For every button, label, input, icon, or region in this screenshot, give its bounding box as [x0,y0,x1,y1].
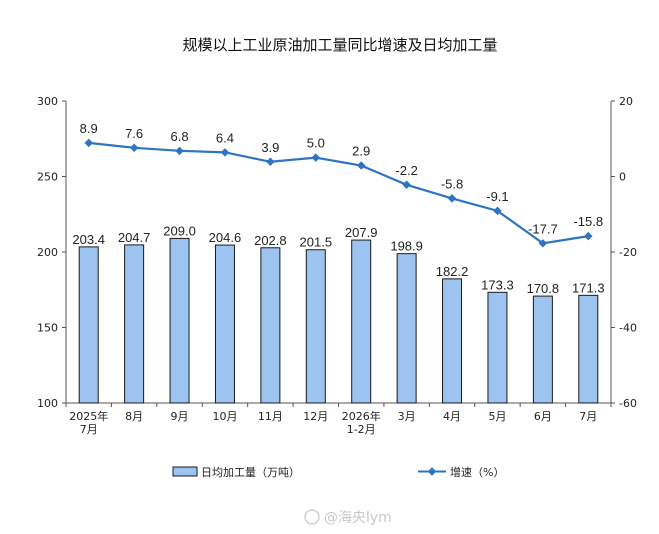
x-tick-label: 4月 [443,410,461,423]
bar [169,237,190,404]
bar [532,295,553,404]
weibo-icon [304,509,320,525]
y-left-tick-label: 300 [37,95,58,108]
bar-value-label: 201.5 [300,235,333,250]
growth-value-label: 3.9 [261,140,279,155]
growth-point [266,157,275,167]
watermark-text: @海央lym [324,510,392,526]
x-tick-label: 2025年 [69,409,108,423]
growth-value-label: 8.9 [80,121,98,136]
bar-value-label: 203.4 [72,232,105,247]
bar-value-label: 209.0 [163,223,196,238]
growth-point [311,153,321,162]
bar [396,253,417,404]
x-tick-label: 12月 [303,410,328,423]
bar [578,294,599,404]
legend-bar-swatch [172,466,198,477]
x-tick-label: 5月 [488,410,506,423]
growth-point [493,206,502,216]
y-right-tick-label: -60 [619,397,637,410]
x-tick-label: 2026年 [342,409,381,423]
growth-value-label: 6.8 [171,129,189,144]
x-tick-label: 1-2月 [347,423,376,436]
watermark: @海央lym [304,509,392,526]
growth-value-label: -2.2 [395,163,417,178]
x-tick-label: 10月 [212,410,237,423]
bar [78,246,99,404]
x-tick-label: 11月 [258,410,283,423]
y-left-tick-label: 150 [37,322,58,335]
x-tick-label: 8月 [125,410,143,423]
growth-value-label: 6.4 [216,130,234,145]
bar-value-label: 173.3 [481,277,514,292]
growth-point [129,143,139,153]
bar-value-label: 204.7 [118,230,151,245]
y-right-tick-label: 0 [619,171,626,184]
chart-title: 规模以上工业原油加工量同比增速及日均加工量 [182,36,497,54]
bar [487,291,508,404]
growth-point [402,180,411,190]
growth-value-label: 7.6 [125,126,143,141]
growth-point [84,138,93,148]
y-right-tick-label: 20 [619,95,633,108]
bar [214,244,235,404]
y-right-tick-label: -20 [619,246,637,259]
bar-value-label: 207.9 [345,225,378,240]
legend-line-label: 增速（%） [450,465,504,479]
bar [260,247,281,404]
bar-value-label: 204.6 [209,230,242,245]
growth-value-label: 5.0 [307,136,325,151]
bar-value-label: 170.8 [527,281,560,296]
bar [124,244,145,404]
growth-value-label: -9.1 [486,189,508,204]
x-tick-label: 7月 [80,423,98,436]
y-right-tick-label: -40 [619,322,637,335]
bar-value-label: 182.2 [436,264,469,279]
growth-line [88,141,589,245]
legend-line-marker [427,467,437,476]
bar [351,239,372,404]
growth-point [356,161,366,170]
bar-value-label: 198.9 [390,239,423,254]
growth-point [584,231,593,241]
legend: 日均加工量（万吨） 增速（%） [172,465,504,479]
legend-bar-label: 日均加工量（万吨） [201,466,300,479]
growth-point [220,148,230,157]
bar-value-label: 202.8 [254,233,287,248]
x-tick-label: 6月 [534,410,552,423]
growth-value-label: -17.7 [528,221,558,236]
y-left-tick-label: 100 [37,397,58,410]
growth-value-label: 2.9 [352,144,370,159]
growth-point [447,194,457,203]
bar [305,249,326,404]
growth-value-label: -5.8 [441,176,463,191]
y-left-tick-label: 250 [37,171,58,184]
y-left-tick-label: 200 [37,246,58,259]
bar-value-label: 171.3 [572,280,605,295]
x-tick-label: 3月 [398,410,416,423]
x-tick-label: 9月 [171,410,189,423]
growth-point [175,146,184,156]
x-tick-label: 7月 [579,410,597,423]
bar [442,278,463,404]
growth-value-label: -15.8 [573,214,603,229]
